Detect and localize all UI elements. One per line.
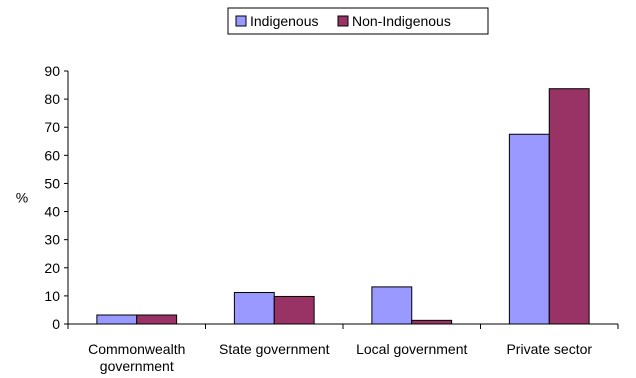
bar-non-indigenous-1	[136, 314, 178, 325]
y-tick-label: 50	[44, 175, 60, 191]
legend-swatch	[235, 15, 247, 27]
y-tick-label: 0	[52, 316, 60, 332]
y-axis-label: %	[16, 190, 28, 206]
y-tick-label: 10	[44, 288, 60, 304]
bar-non-indigenous-3	[411, 319, 453, 325]
category-label: Private sector	[506, 341, 592, 357]
y-tick-label: 40	[44, 204, 60, 220]
bar-non-indigenous-2	[273, 295, 315, 325]
bar-non-indigenous-4	[548, 88, 590, 325]
bar-indigenous-1	[96, 314, 138, 325]
labels: 0 10 20 30 40 50 60 70 80 90% Commonwealth governme…	[16, 63, 593, 374]
y-tick-label: 90	[44, 63, 60, 79]
bars	[96, 88, 590, 325]
legend-box	[227, 7, 489, 35]
y-tick-label: 70	[44, 119, 60, 135]
category-label: Local government	[356, 341, 467, 357]
y-tick-label: 30	[44, 232, 60, 248]
legend: Indigenous Non-Indigenous	[227, 7, 489, 35]
bar-indigenous-2	[233, 292, 275, 325]
category-label: State government	[219, 341, 330, 357]
legend-label: Non-Indigenous	[352, 13, 451, 29]
bar-indigenous-3	[371, 286, 413, 325]
y-tick-label: 60	[44, 147, 60, 163]
legend-label: Indigenous	[250, 13, 319, 29]
y-tick-label: 20	[44, 260, 60, 276]
bar-indigenous-4	[508, 133, 550, 325]
legend-swatch	[337, 15, 349, 27]
category-label: Commonwealth government	[88, 341, 185, 374]
y-tick-label: 80	[44, 91, 60, 107]
